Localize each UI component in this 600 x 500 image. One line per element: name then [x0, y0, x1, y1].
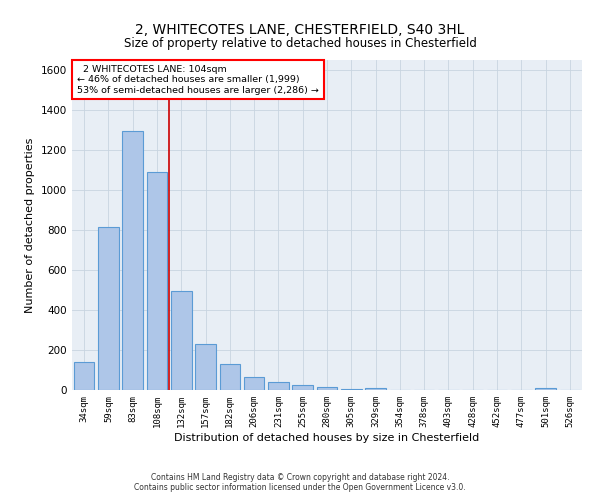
- Bar: [365, 388, 386, 390]
- Text: Size of property relative to detached houses in Chesterfield: Size of property relative to detached ho…: [124, 38, 476, 51]
- X-axis label: Distribution of detached houses by size in Chesterfield: Distribution of detached houses by size …: [175, 432, 479, 442]
- Bar: [292, 385, 313, 390]
- Bar: [146, 172, 167, 390]
- Bar: [220, 364, 240, 390]
- Text: 2, WHITECOTES LANE, CHESTERFIELD, S40 3HL: 2, WHITECOTES LANE, CHESTERFIELD, S40 3H…: [136, 22, 464, 36]
- Bar: [341, 389, 362, 390]
- Bar: [171, 291, 191, 390]
- Bar: [535, 388, 556, 390]
- Bar: [268, 382, 289, 390]
- Bar: [317, 387, 337, 390]
- Bar: [244, 377, 265, 390]
- Text: 2 WHITECOTES LANE: 104sqm  
← 46% of detached houses are smaller (1,999)
53% of : 2 WHITECOTES LANE: 104sqm ← 46% of detac…: [77, 65, 319, 95]
- Bar: [195, 344, 216, 390]
- Y-axis label: Number of detached properties: Number of detached properties: [25, 138, 35, 312]
- Bar: [98, 227, 119, 390]
- Text: Contains HM Land Registry data © Crown copyright and database right 2024.
Contai: Contains HM Land Registry data © Crown c…: [134, 473, 466, 492]
- Bar: [122, 131, 143, 390]
- Bar: [74, 362, 94, 390]
